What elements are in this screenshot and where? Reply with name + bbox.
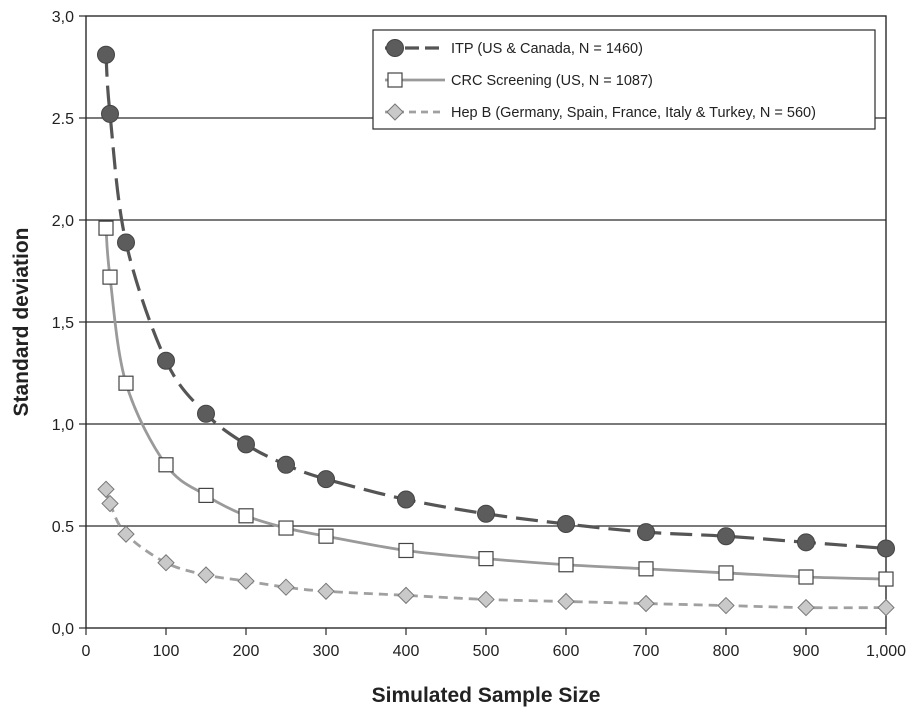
data-point bbox=[197, 566, 215, 584]
legend-label: ITP (US & Canada, N = 1460) bbox=[451, 41, 643, 57]
data-point bbox=[478, 551, 494, 567]
data-point bbox=[557, 514, 575, 533]
data-point bbox=[797, 533, 815, 552]
x-tick-label: 400 bbox=[393, 643, 420, 660]
data-point bbox=[477, 590, 495, 609]
data-point bbox=[278, 520, 294, 536]
x-tick-label: 200 bbox=[233, 643, 260, 660]
data-point bbox=[97, 480, 115, 498]
y-tick-label: 0,0 bbox=[52, 621, 74, 638]
series-circle bbox=[97, 45, 895, 558]
data-point bbox=[878, 571, 894, 587]
data-point bbox=[197, 404, 215, 423]
y-tick-label: 1,0 bbox=[52, 417, 74, 434]
data-point bbox=[118, 375, 134, 391]
x-tick-label: 300 bbox=[313, 643, 340, 660]
data-point bbox=[397, 490, 415, 509]
data-point bbox=[798, 569, 814, 585]
y-tick-label: 2.5 bbox=[52, 111, 74, 128]
data-point bbox=[637, 523, 655, 542]
y-tick-label: 1,5 bbox=[52, 315, 74, 332]
legend-swatch-marker bbox=[386, 39, 404, 57]
data-point bbox=[797, 598, 815, 617]
y-tick-label: 3,0 bbox=[52, 9, 74, 26]
data-point bbox=[237, 435, 255, 454]
x-tick-label: 0 bbox=[82, 643, 91, 660]
data-point bbox=[317, 470, 335, 489]
data-point bbox=[238, 508, 254, 524]
y-tick-label: 0.5 bbox=[52, 519, 74, 536]
axes bbox=[79, 15, 887, 635]
y-axis-title: Standard deviation bbox=[10, 227, 33, 416]
data-point bbox=[397, 586, 415, 605]
x-tick-label: 500 bbox=[473, 643, 500, 660]
series-group bbox=[97, 45, 895, 617]
series-square bbox=[98, 220, 894, 587]
data-point bbox=[102, 269, 118, 285]
data-point bbox=[637, 594, 655, 613]
legend-label: Hep B (Germany, Spain, France, Italy & T… bbox=[451, 105, 816, 121]
tick-labels: 0,0 0.5 1,0 1,5 2,0 2.5 3,0 0 100 200 300 400 500 600… bbox=[52, 9, 906, 660]
data-point bbox=[117, 233, 135, 252]
y-tick-label: 2,0 bbox=[52, 213, 74, 230]
data-point bbox=[477, 504, 495, 523]
data-point bbox=[638, 561, 654, 577]
data-point bbox=[98, 220, 114, 236]
series-diamond bbox=[97, 480, 895, 617]
series-line bbox=[104, 488, 887, 610]
x-tick-label: 800 bbox=[713, 643, 740, 660]
legend-swatch-marker bbox=[387, 72, 403, 88]
data-point bbox=[117, 525, 135, 543]
legend: ITP (US & Canada, N = 1460) CRC Screening… bbox=[372, 29, 876, 130]
data-point bbox=[877, 598, 895, 617]
grid-lines bbox=[86, 117, 886, 527]
x-tick-label: 100 bbox=[153, 643, 180, 660]
data-point bbox=[101, 494, 119, 513]
x-axis-title: Simulated Sample Size bbox=[372, 684, 601, 707]
legend-label: CRC Screening (US, N = 1087) bbox=[451, 73, 653, 89]
data-point bbox=[157, 554, 175, 572]
series-line bbox=[104, 54, 887, 551]
data-point bbox=[318, 528, 334, 544]
x-tick-label: 900 bbox=[793, 643, 820, 660]
data-point bbox=[557, 592, 575, 611]
data-point bbox=[558, 557, 574, 573]
data-point bbox=[317, 582, 335, 600]
data-point bbox=[877, 539, 895, 558]
data-point bbox=[157, 351, 175, 370]
data-point bbox=[277, 455, 295, 474]
data-point bbox=[717, 596, 735, 615]
legend-box bbox=[372, 29, 876, 130]
data-point bbox=[717, 527, 735, 546]
legend-swatch-marker bbox=[386, 103, 404, 121]
data-point bbox=[398, 542, 414, 559]
x-tick-label: 1,000 bbox=[866, 643, 906, 660]
data-point bbox=[198, 487, 214, 503]
x-tick-label: 700 bbox=[633, 643, 660, 660]
x-tick-label: 600 bbox=[553, 643, 580, 660]
data-point bbox=[277, 578, 295, 596]
data-point bbox=[718, 565, 734, 581]
data-point bbox=[158, 457, 174, 473]
data-point bbox=[237, 572, 255, 590]
data-point bbox=[97, 45, 115, 64]
data-point bbox=[101, 104, 119, 123]
